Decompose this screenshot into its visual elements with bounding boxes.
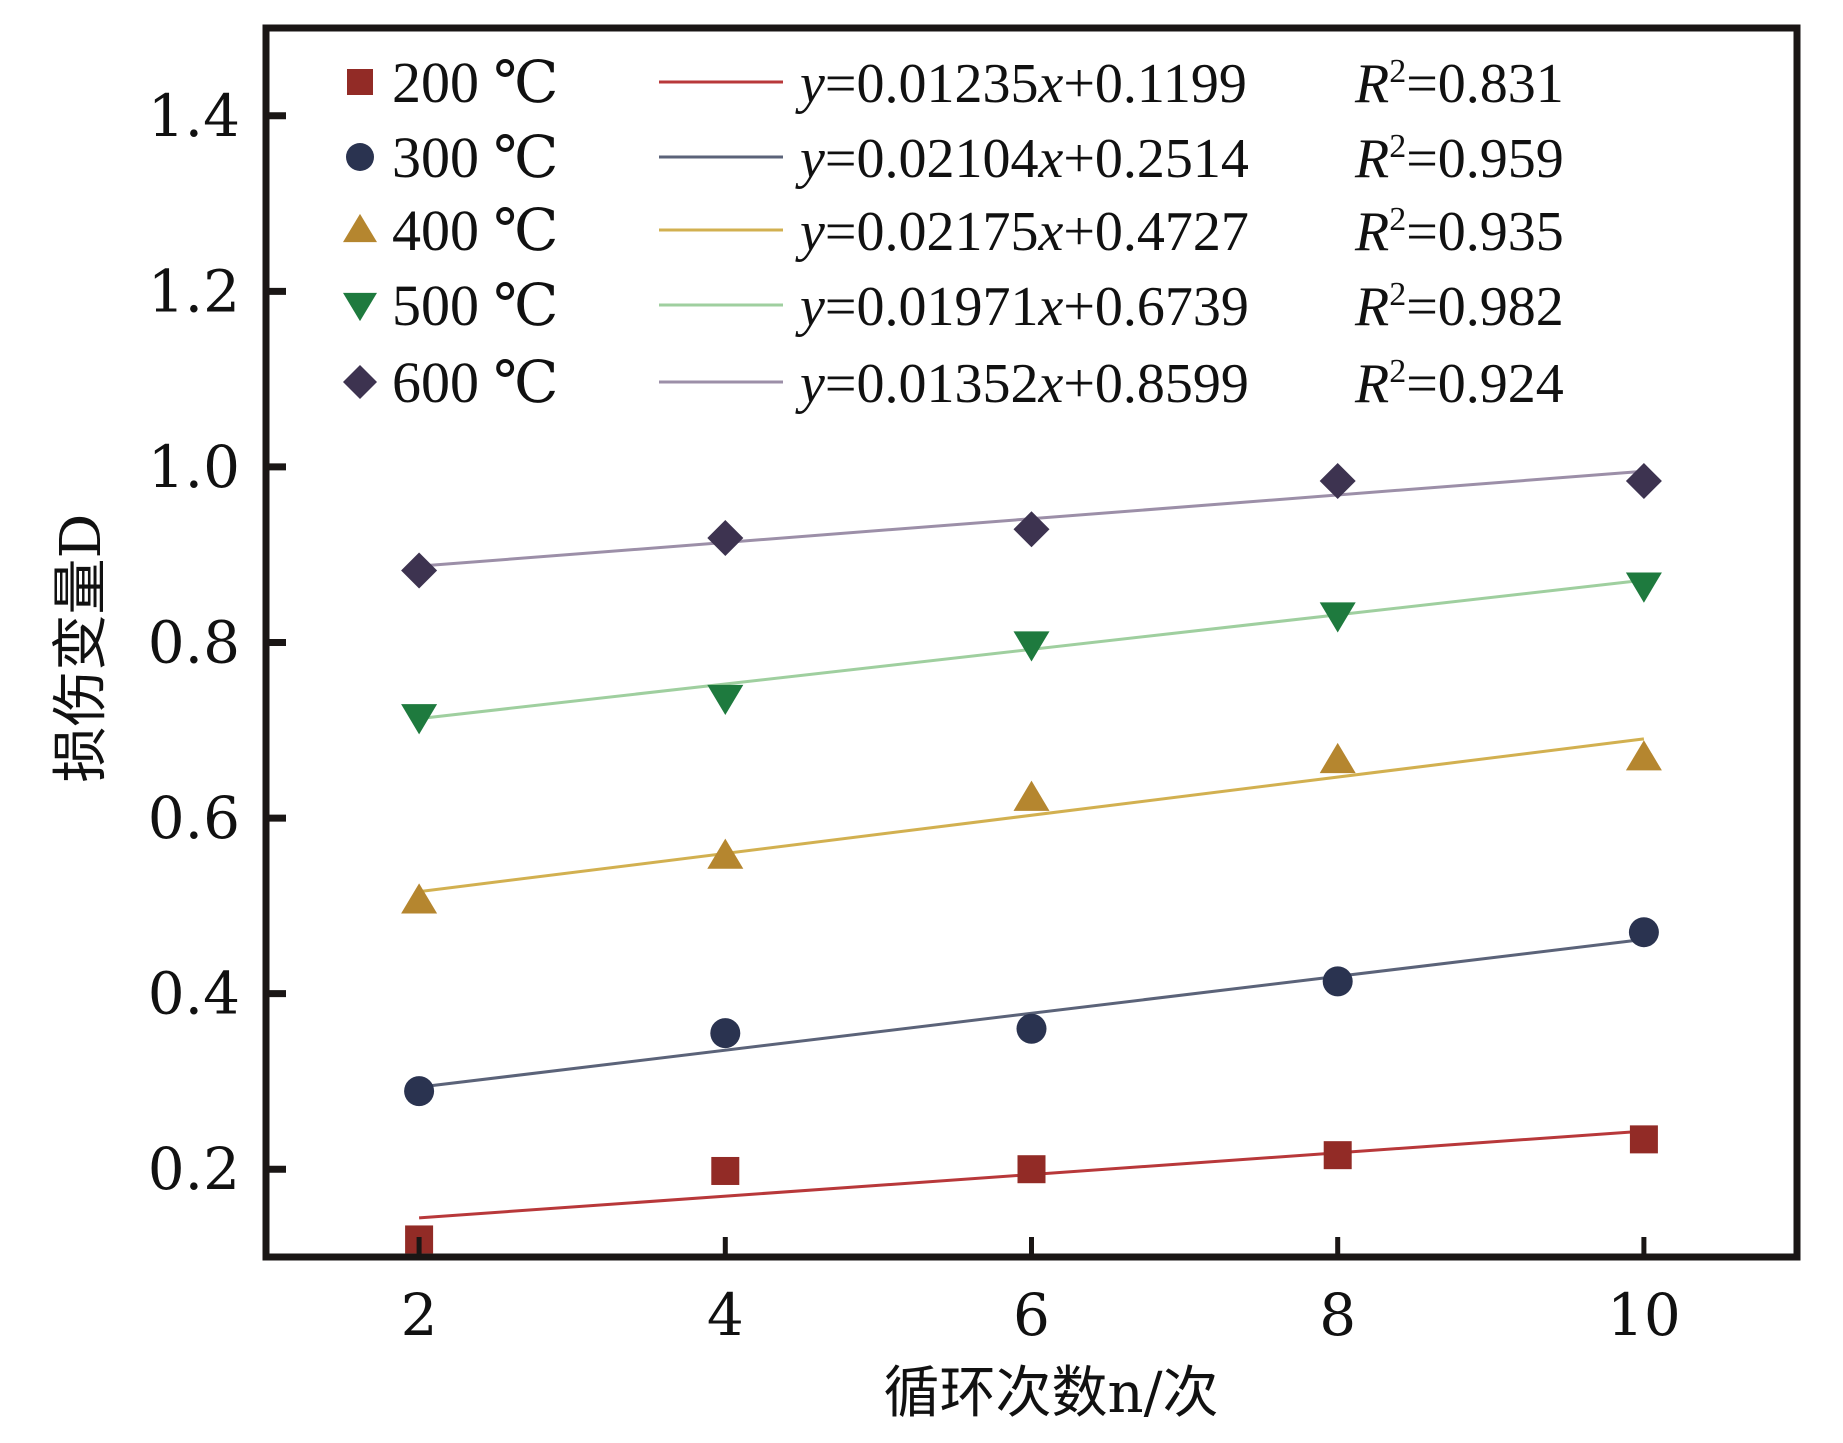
y-tick-label: 1.0 xyxy=(148,433,240,501)
data-point xyxy=(1323,1141,1352,1170)
legend-label: 500 ℃ xyxy=(392,273,558,338)
legend-r2: R2=0.924 xyxy=(1354,353,1564,415)
legend-marker xyxy=(343,365,377,399)
data-point xyxy=(1319,602,1356,633)
fit-line-3 xyxy=(418,737,1645,894)
data-point xyxy=(401,704,438,735)
legend-marker xyxy=(346,143,374,171)
legend-r2: R2=0.959 xyxy=(1354,128,1564,190)
data-point xyxy=(1013,780,1050,811)
legend-r2: R2=0.831 xyxy=(1354,53,1564,115)
legend-label: 300 ℃ xyxy=(392,125,558,190)
data-point xyxy=(707,520,744,557)
x-tick-label: 10 xyxy=(1607,1281,1681,1349)
data-point xyxy=(711,1156,740,1185)
tick-labels: 2 4 6 8 10 0.2 0.4 0.6 0.8 1.0 1.2 1.4 xyxy=(148,82,1681,1349)
data-point xyxy=(707,838,744,869)
y-tick-label: 1.4 xyxy=(148,82,240,150)
y-tick-label: 0.4 xyxy=(148,960,240,1028)
legend-marker xyxy=(347,69,373,95)
data-point xyxy=(1017,1155,1046,1184)
data-point xyxy=(1625,462,1662,499)
fit-line-2 xyxy=(418,937,1645,1089)
legend: 200 ℃ y=0.01235x+0.1199 R2=0.831 300 ℃ y=0.0… xyxy=(343,50,1564,415)
legend-r2: R2=0.982 xyxy=(1354,276,1564,338)
data-point xyxy=(401,883,438,914)
data-point xyxy=(1013,511,1050,548)
legend-equation: y=0.01352x+0.8599 xyxy=(795,353,1249,415)
x-tick-label: 6 xyxy=(1013,1281,1050,1349)
legend-label: 200 ℃ xyxy=(392,50,558,115)
data-point xyxy=(401,552,438,589)
data-point xyxy=(1625,572,1662,603)
legend-equation: y=0.01235x+0.1199 xyxy=(795,53,1247,115)
legend-marker xyxy=(343,292,377,322)
y-tick-label: 1.2 xyxy=(148,257,240,325)
data-point xyxy=(1013,631,1050,662)
legend-equation: y=0.02104x+0.2514 xyxy=(795,128,1249,190)
data-point xyxy=(707,684,744,716)
legend-label: 400 ℃ xyxy=(392,198,558,263)
data-point xyxy=(710,1018,741,1049)
y-tick-label: 0.8 xyxy=(148,609,240,677)
data-point xyxy=(1016,1013,1047,1044)
data-point xyxy=(1628,917,1659,948)
fit-lines xyxy=(418,469,1645,1220)
legend-r2: R2=0.935 xyxy=(1354,201,1564,263)
legend-marker xyxy=(343,213,377,243)
x-axis-title: 循环次数n/次 xyxy=(884,1361,1219,1426)
data-point xyxy=(1319,462,1356,499)
y-tick-label: 0.2 xyxy=(148,1135,240,1203)
y-tick-label: 0.6 xyxy=(148,784,240,852)
data-point xyxy=(404,1076,435,1107)
data-markers xyxy=(401,462,1662,1254)
data-point xyxy=(1625,740,1662,771)
x-tick-label: 4 xyxy=(707,1281,744,1349)
y-axis-title: 损伤变量D xyxy=(49,514,114,783)
data-point xyxy=(1629,1125,1658,1154)
x-tick-label: 8 xyxy=(1319,1281,1356,1349)
legend-label: 600 ℃ xyxy=(392,350,558,415)
data-point xyxy=(1322,966,1353,997)
data-point xyxy=(1319,742,1356,774)
x-tick-label: 2 xyxy=(401,1281,438,1349)
legend-equation: y=0.02175x+0.4727 xyxy=(795,201,1249,263)
axes xyxy=(262,24,1801,1261)
legend-equation: y=0.01971x+0.6739 xyxy=(795,276,1249,338)
